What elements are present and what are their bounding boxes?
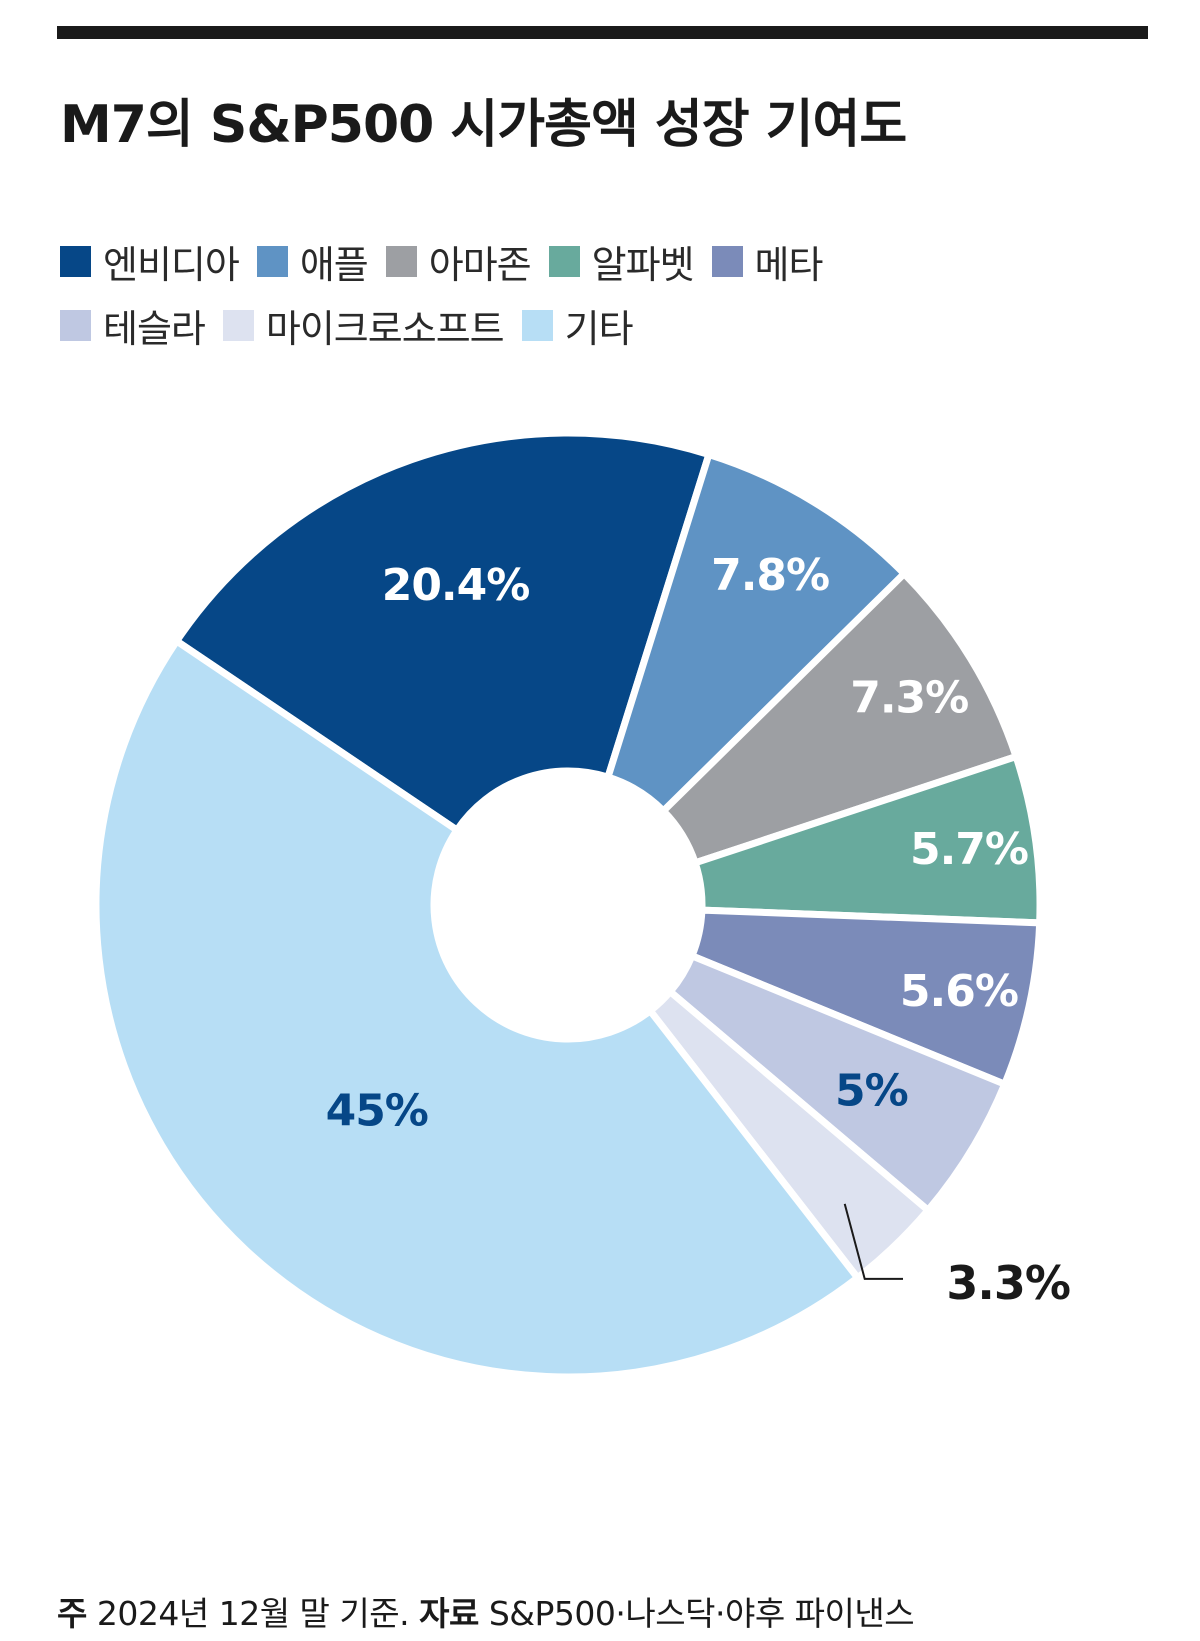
legend: 엔비디아 애플 아마존 알파벳 메타 테슬라 마이크로소프트 기타 — [60, 240, 1060, 368]
legend-label: 엔비디아 — [103, 242, 240, 287]
legend-item-apple: 애플 — [256, 234, 369, 289]
label-alphabet: 5.7% — [910, 824, 1028, 875]
legend-label: 애플 — [299, 242, 369, 287]
legend-item-nvidia: 엔비디아 — [60, 234, 240, 289]
legend-swatch — [711, 245, 743, 277]
slice-others — [92, 636, 863, 1381]
label-apple: 7.8% — [711, 550, 829, 601]
label-amazon: 7.3% — [850, 672, 968, 723]
footnote-source-text: S&P500·나스닥·야후 파이낸스 — [488, 1594, 915, 1633]
legend-label: 기타 — [564, 306, 634, 351]
slices — [92, 429, 1044, 1381]
legend-row-2: 테슬라 마이크로소프트 기타 — [60, 304, 1060, 351]
footnote-note-label: 주 — [57, 1594, 87, 1633]
legend-label: 테슬라 — [103, 306, 206, 351]
legend-label: 메타 — [754, 242, 824, 287]
chart-title: M7의 S&P500 시가총액 성장 기여도 — [60, 95, 907, 155]
slice-alphabet — [690, 752, 1044, 927]
legend-swatch — [548, 245, 580, 277]
legend-label: 아마존 — [428, 242, 532, 287]
label-microsoft: 3.3% — [946, 1256, 1070, 1310]
label-nvidia: 20.4% — [382, 560, 530, 611]
leader-line-microsoft — [843, 1203, 903, 1280]
slice-amazon — [658, 568, 1021, 868]
legend-item-microsoft: 마이크로소프트 — [222, 298, 505, 353]
footnote-note-text: 2024년 12월 말 기준. — [96, 1594, 410, 1633]
legend-swatch — [385, 245, 417, 277]
legend-row-1: 엔비디아 애플 아마존 알파벳 메타 — [60, 240, 1060, 287]
legend-item-meta: 메타 — [711, 234, 824, 289]
label-meta: 5.6% — [900, 966, 1018, 1017]
legend-item-tesla: 테슬라 — [60, 298, 206, 353]
slice-apple — [603, 450, 910, 816]
legend-swatch — [60, 245, 91, 277]
legend-swatch — [256, 245, 288, 277]
legend-label: 마이크로소프트 — [265, 306, 505, 351]
label-tesla: 5% — [835, 1065, 908, 1116]
footnote: 주 2024년 12월 말 기준. 자료 S&P500·나스닥·야후 파이낸스 — [57, 1587, 915, 1635]
slice-meta — [687, 906, 1044, 1089]
legend-swatch — [521, 309, 553, 341]
legend-label: 알파벳 — [591, 242, 695, 287]
legend-item-alphabet: 알파벳 — [548, 234, 695, 289]
legend-item-others: 기타 — [521, 298, 634, 353]
label-others: 45% — [326, 1086, 428, 1137]
legend-item-amazon: 아마존 — [385, 234, 532, 289]
top-rule — [57, 26, 1148, 39]
legend-swatch — [222, 309, 254, 341]
legend-swatch — [60, 309, 91, 341]
footnote-source-label: 자료 — [419, 1594, 479, 1633]
